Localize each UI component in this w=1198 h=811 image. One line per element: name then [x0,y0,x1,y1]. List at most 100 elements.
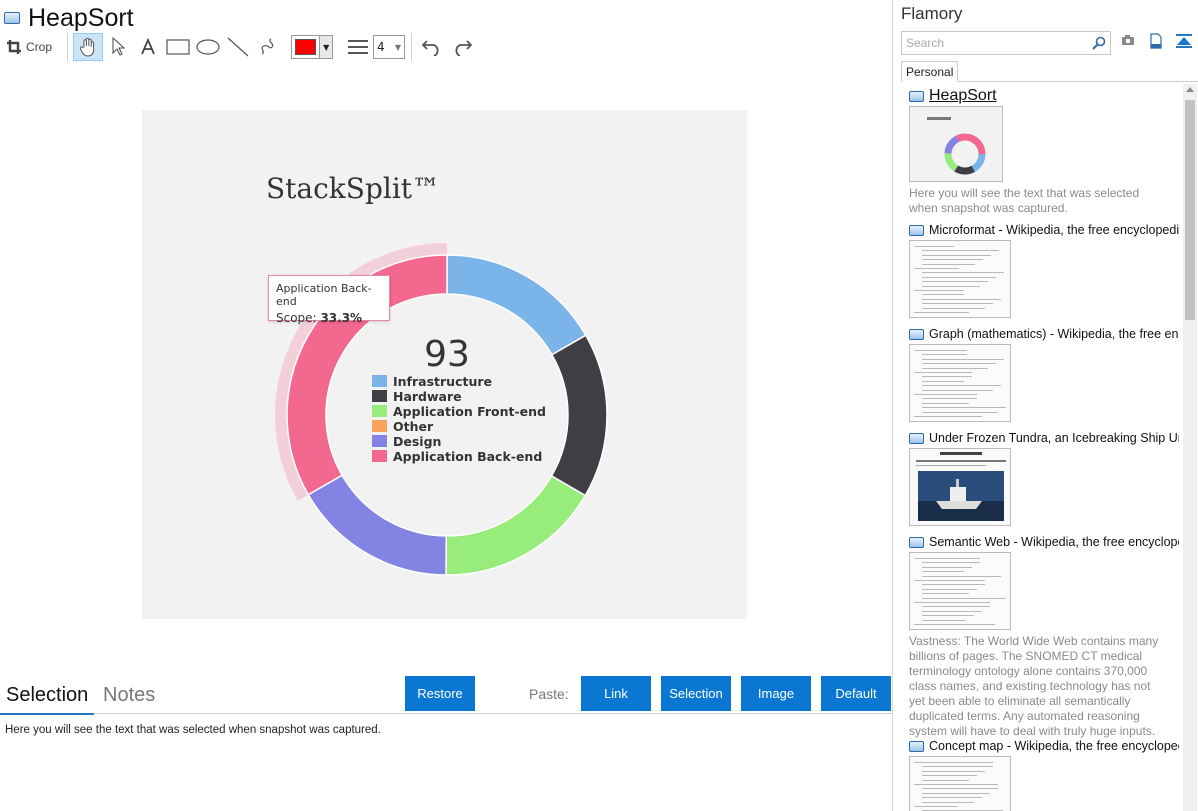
legend-swatch [372,450,387,462]
line-style-button[interactable] [343,33,373,61]
list-item[interactable]: Microformat - Wikipedia, the free encycl… [909,222,1179,318]
pointer-icon [112,37,125,56]
document-icon[interactable] [1150,33,1162,49]
thumbnail-text-line [922,272,1004,274]
search-icon[interactable] [1092,36,1106,50]
list-item[interactable]: Graph (mathematics) - Wikipedia, the fre… [909,326,1179,422]
thumbnail-text-line [922,566,972,568]
paste-default-button[interactable]: Default [821,676,891,711]
thumbnail-text-line [922,407,1006,409]
pie-slice-application-front-end[interactable] [445,474,587,576]
thumbnail-text-line [922,281,988,283]
thumbnail-text-line [922,385,1001,387]
chart-thumbnail-image [910,107,1002,181]
tab-personal[interactable]: Personal [901,61,959,82]
toolbar-separator [411,33,412,61]
color-picker[interactable]: ▼ [291,35,333,59]
thumbnail-text-line [922,398,977,400]
paste-selection-button[interactable]: Selection [661,676,731,711]
thumbnail-text-line [914,350,967,351]
legend-label[interactable]: Application Front-end [393,404,546,419]
list-item-title: Graph (mathematics) - Wikipedia, the fre… [929,327,1179,341]
paste-label: Paste: [529,686,569,702]
restore-button[interactable]: Restore [405,676,475,711]
legend-label[interactable]: Other [393,419,434,434]
list-item[interactable]: Concept map - Wikipedia, the free encycl… [909,738,1179,811]
thumbnail-text-line [922,380,964,382]
line-width-select[interactable]: 4 ▼ [373,35,405,59]
collapse-icon[interactable] [1176,34,1192,48]
scroll-up-icon[interactable] [1186,87,1194,92]
list-item-title: Semantic Web - Wikipedia, the free encyc… [929,535,1179,549]
thumbnail-text-line [922,770,985,772]
pie-slice-hardware[interactable] [550,334,608,497]
camera-icon[interactable] [1121,34,1135,46]
tab-selection[interactable]: Selection [0,684,95,715]
freehand-icon [261,38,274,55]
rectangle-tool-button[interactable] [163,33,193,61]
snapshot-canvas[interactable]: 93 Infrastructure Hardware Application Fron… [142,110,747,619]
tab-notes[interactable]: Notes [103,684,156,706]
thumbnail-text-line [922,575,1001,577]
pie-slice-design[interactable] [307,474,447,576]
undo-button[interactable] [417,33,447,61]
thumbnail-text-line [922,276,996,278]
thumbnail-text-line [922,250,999,252]
scrollbar-thumb[interactable] [1185,100,1195,320]
freehand-tool-button[interactable] [253,33,283,61]
thumbnail-text-line [914,312,969,313]
list-item[interactable]: Under Frozen Tundra, an Icebreaking Ship… [909,430,1179,526]
thumbnail-text-line [922,606,990,608]
thumbnail-text-line [914,762,993,763]
list-item[interactable]: Semantic Web - Wikipedia, the free encyc… [909,534,1179,739]
search-input[interactable]: Search [901,31,1111,55]
thumbnail-text-line [922,367,988,369]
bottom-tab-bar: Selection Notes [0,677,893,715]
list-item-title: HeapSort [929,88,997,104]
paste-image-button[interactable]: Image [741,676,811,711]
drawing-toolbar: Crop [6,32,486,62]
thumbnail-text-line [914,558,980,559]
thumbnail-text-line [922,788,998,790]
thumbnail-text-line [922,593,969,595]
snapshot-icon [909,224,924,236]
sidebar-scrollbar[interactable] [1183,84,1197,811]
tooltip-value: 33.3% [320,311,363,325]
legend-label[interactable]: Hardware [393,389,462,404]
thumbnail-text-line [922,801,974,803]
legend-swatch [372,405,387,417]
text-tool-button[interactable] [133,33,163,61]
thumbnail-text-line [914,602,990,603]
select-tool-button[interactable] [103,33,133,61]
sidebar: Flamory Search Personal HeapSort Here yo… [894,0,1198,811]
undo-icon [421,40,439,56]
selection-text[interactable]: Here you will see the text that was sele… [5,724,381,736]
hand-icon [79,37,95,57]
thumbnail-text-line [922,307,985,309]
paste-link-button[interactable]: Link [581,676,651,711]
thumbnail-text-line [922,571,964,573]
thumbnail-text-line [922,354,967,356]
thumbnail-text-line [922,411,998,413]
thumbnail-text-line [914,580,985,581]
legend-label[interactable]: Infrastructure [393,374,492,389]
thumbnail-text-line [922,562,980,564]
thumbnail-text-line [922,584,985,586]
legend-label[interactable]: Application Back-end [393,449,542,464]
list-item[interactable]: HeapSort Here you will see the text that… [909,88,1179,216]
snapshot-thumbnail [909,240,1011,318]
thumbnail-text-line [922,597,1006,599]
snapshot-icon [909,740,924,752]
text-icon [141,38,155,55]
ellipse-tool-button[interactable] [193,33,223,61]
sidebar-title: Flamory [901,4,963,23]
line-tool-button[interactable] [223,33,253,61]
pan-tool-button[interactable] [73,33,103,61]
legend-swatch [372,375,387,387]
redo-button[interactable] [447,33,477,61]
legend-label[interactable]: Design [393,434,441,449]
thumbnail-text-line [914,372,972,373]
crop-button[interactable]: Crop [6,33,62,61]
snapshot-icon [909,536,924,548]
